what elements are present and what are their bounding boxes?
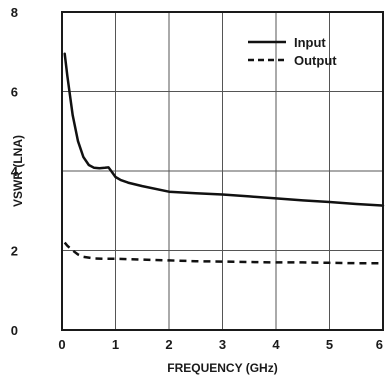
y-tick-label-0: 0 (11, 323, 18, 338)
legend: Input Output (248, 35, 337, 68)
y-tick-label-4: 4 (11, 164, 19, 179)
series-layer (63, 52, 385, 265)
series-line-output (63, 241, 383, 265)
x-tick-label-6: 6 (376, 337, 383, 352)
x-axis-title: FREQUENCY (GHz) (167, 361, 277, 375)
x-tick-label-0: 0 (58, 337, 65, 352)
y-tick-label-6: 6 (11, 85, 18, 100)
plot-frame (61, 11, 384, 331)
x-tick-label-5: 5 (326, 337, 333, 352)
x-tick-label-1: 1 (112, 337, 119, 352)
tick-labels: 0 1 2 3 4 5 6 0 2 4 6 8 (11, 5, 383, 352)
legend-label-output: Output (294, 53, 337, 68)
x-tick-label-4: 4 (272, 337, 280, 352)
y-tick-label-2: 2 (11, 244, 18, 259)
series-line-input (63, 52, 385, 207)
x-tick-label-3: 3 (219, 337, 226, 352)
y-axis-title: VSWR (LNA) (11, 135, 25, 207)
y-tick-label-8: 8 (11, 5, 18, 20)
grid-lines (62, 12, 383, 330)
x-tick-label-2: 2 (165, 337, 172, 352)
legend-label-input: Input (294, 35, 326, 50)
